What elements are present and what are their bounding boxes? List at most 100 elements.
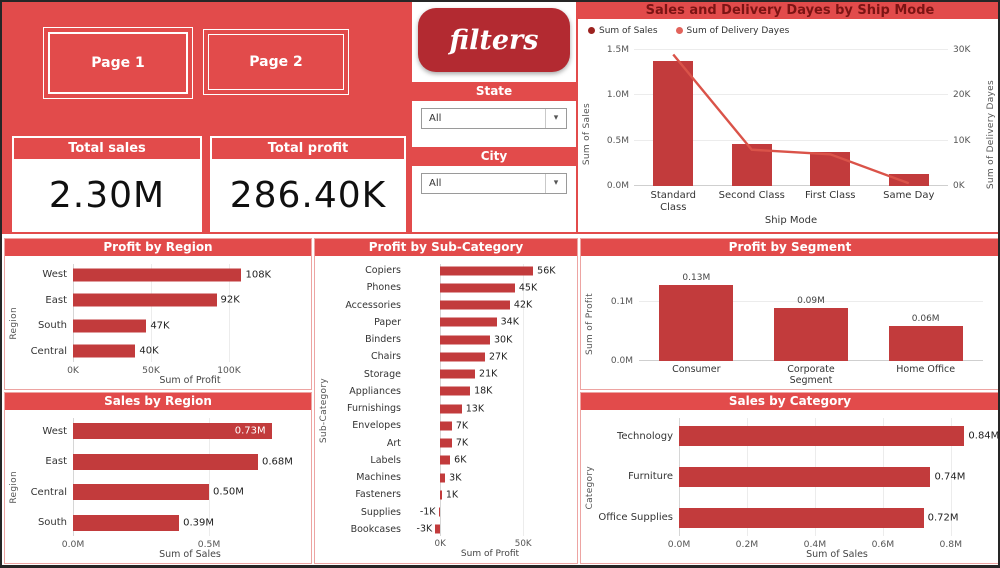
category-label: Binders <box>365 334 401 346</box>
filters-panel: filters State All ▾ City All ▾ <box>412 2 578 234</box>
profit-by-segment-chart: Sum of Profit 0.0M 0.1M 0.13M 0.09M 0.06M Cons… <box>581 256 998 389</box>
bar[interactable] <box>440 438 452 448</box>
bar[interactable] <box>440 369 476 379</box>
category-label: Second Class <box>718 190 785 201</box>
bar[interactable] <box>73 319 147 333</box>
y-tick-label: 0.1M <box>610 297 633 308</box>
bar[interactable] <box>73 514 180 531</box>
chart-row: Envelopes 7K <box>331 418 573 434</box>
x-tick-label: 0.2M <box>735 539 759 550</box>
bar[interactable] <box>73 293 217 307</box>
chart-row: Supplies -1K <box>331 504 573 520</box>
chart-row: Phones 45K <box>331 280 573 296</box>
value-label: 13K <box>465 403 485 415</box>
bar[interactable] <box>435 524 441 534</box>
bar[interactable] <box>659 285 734 361</box>
y-tick-label: 1.0M <box>606 90 629 101</box>
category-label: Envelopes <box>352 420 401 432</box>
category-label: Bookcases <box>350 523 401 535</box>
chart-row: Copiers 56K <box>331 263 573 279</box>
state-dropdown-value: All <box>429 113 442 124</box>
category-label: East <box>45 456 67 468</box>
city-dropdown[interactable]: All ▾ <box>421 173 567 194</box>
sales-by-region-chart: Region West 0.73M East 0.68M Central 0.50M Sout… <box>5 410 311 563</box>
bar[interactable] <box>653 60 694 186</box>
bar[interactable] <box>440 490 442 500</box>
bar[interactable] <box>440 352 485 362</box>
y-tick-label: 0.0M <box>610 356 633 366</box>
chart-row: Appliances 18K <box>331 383 573 399</box>
chart-row: Machines 3K <box>331 470 573 486</box>
legend-item[interactable]: Sum of Delivery Dayes <box>675 26 789 36</box>
bar[interactable] <box>440 404 462 414</box>
y-axis-label: Category <box>583 413 597 562</box>
chart-row: Art 7K <box>331 435 573 451</box>
value-label: 42K <box>513 299 533 311</box>
value-label: 0.84M <box>968 430 1000 442</box>
category-label: Copiers <box>365 265 401 277</box>
bar[interactable] <box>440 317 497 327</box>
page1-button[interactable]: Page 1 <box>43 27 193 99</box>
chart-row: Technology 0.84M <box>597 419 998 453</box>
bar[interactable] <box>810 152 851 186</box>
bar[interactable] <box>73 423 272 440</box>
category-label: Corporate <box>787 364 835 375</box>
bar[interactable] <box>774 308 848 361</box>
gridline <box>639 301 983 303</box>
value-label: 1K <box>445 489 459 501</box>
state-dropdown[interactable]: All ▾ <box>421 108 567 129</box>
bar[interactable] <box>73 453 259 470</box>
bar-track: 42K <box>407 297 573 313</box>
bar[interactable] <box>440 300 510 310</box>
chart-row: Office Supplies 0.72M <box>597 501 995 535</box>
bar[interactable] <box>888 174 929 186</box>
filters-title-pill: filters <box>418 8 570 72</box>
bar[interactable] <box>440 421 452 431</box>
x-tick-label: 0.8M <box>939 539 963 550</box>
x-tick-label: 50K <box>514 539 532 549</box>
category-label: First Class <box>804 190 856 201</box>
bar-track: 30K <box>407 332 573 348</box>
bar[interactable] <box>440 266 534 276</box>
category-label: Furniture <box>628 471 673 483</box>
bar[interactable] <box>731 144 772 186</box>
gridline <box>209 418 211 536</box>
value-label: 0.50M <box>213 486 244 498</box>
bar[interactable] <box>438 507 441 517</box>
bar-track: -3K <box>407 521 573 537</box>
bar[interactable] <box>440 335 490 345</box>
y-axis-label-text: Region <box>9 471 19 504</box>
category-label: Labels <box>370 454 401 466</box>
page2-button-label: Page 2 <box>249 54 303 70</box>
sales-by-category-panel: Sales by Category Category Technology 0.84… <box>580 392 998 564</box>
bar[interactable] <box>73 268 242 282</box>
plot-area: 0.0M 0.1M 0.13M 0.09M 0.06M <box>611 273 983 366</box>
y-axis-label: Sub-Category <box>317 259 331 562</box>
bar[interactable] <box>679 507 924 528</box>
bar[interactable] <box>679 466 931 487</box>
x-axis-label: Sum of Sales <box>159 549 221 560</box>
chart-row: Furniture 0.74M <box>597 460 995 494</box>
legend: Sum of Sales Sum of Delivery Dayes <box>578 19 998 38</box>
bar[interactable] <box>440 455 451 465</box>
chart-row: South 47K <box>21 315 307 337</box>
value-label: 56K <box>537 265 556 277</box>
gridline <box>634 49 948 50</box>
bar[interactable] <box>440 386 471 396</box>
bar-track: 40K <box>73 340 307 362</box>
y2-tick-label: 0K <box>953 181 965 191</box>
chart-row: Binders 30K <box>331 332 573 348</box>
bar[interactable] <box>679 426 965 447</box>
gridline <box>228 264 230 362</box>
bar-track: 27K <box>407 349 573 365</box>
bar[interactable] <box>440 283 515 293</box>
legend-item[interactable]: Sum of Sales <box>588 26 658 36</box>
page2-button[interactable]: Page 2 <box>203 29 349 95</box>
bar[interactable] <box>888 325 963 361</box>
bar-track: 47K <box>73 315 307 337</box>
bar[interactable] <box>73 484 210 501</box>
bar-track: 0.84M <box>679 419 998 453</box>
bar[interactable] <box>73 344 136 358</box>
category-label: Paper <box>374 316 401 328</box>
bar[interactable] <box>440 473 446 483</box>
